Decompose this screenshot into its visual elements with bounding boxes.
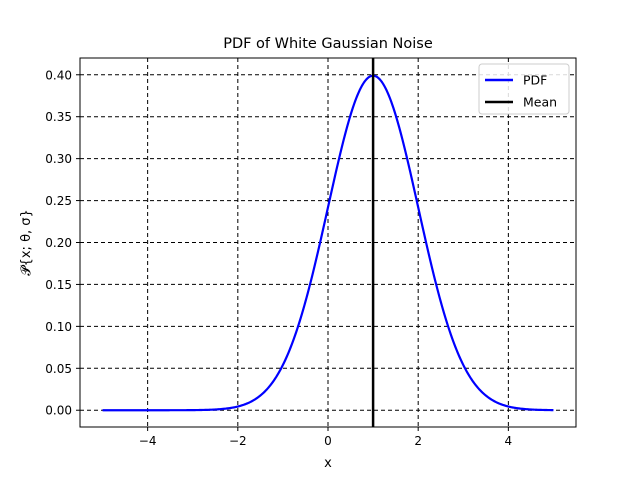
x-tick-label: 4 — [505, 434, 513, 448]
y-tick-label: 0.30 — [45, 152, 72, 166]
x-tick-label: −4 — [139, 434, 157, 448]
chart-title: PDF of White Gaussian Noise — [223, 36, 433, 52]
legend-label: Mean — [523, 95, 557, 110]
y-tick-label: 0.25 — [45, 194, 72, 208]
x-tick-label: 2 — [414, 434, 422, 448]
grid — [80, 58, 576, 427]
y-tick-label: 0.10 — [45, 320, 72, 334]
y-tick-label: 0.35 — [45, 110, 72, 124]
legend-label: PDF — [523, 73, 547, 88]
y-axis-label: 𝓟{x; θ, σ} — [19, 209, 34, 276]
y-tick-label: 0.40 — [45, 68, 72, 82]
y-tick-label: 0.15 — [45, 278, 72, 292]
ticks: −4 −2 0 2 4 0.00 0.05 0.10 0.15 0.20 0.25 0.30 0.35 0… — [45, 68, 512, 448]
x-axis-label: x — [324, 456, 332, 471]
y-tick-label: 0.20 — [45, 236, 72, 250]
y-tick-label: 0.05 — [45, 362, 72, 376]
x-tick-label: 0 — [324, 434, 332, 448]
series-layer — [102, 58, 554, 427]
pdf-series-line — [102, 74, 554, 412]
x-tick-label: −2 — [229, 434, 247, 448]
legend: PDF Mean — [478, 63, 570, 115]
y-tick-label: 0.00 — [45, 404, 72, 418]
